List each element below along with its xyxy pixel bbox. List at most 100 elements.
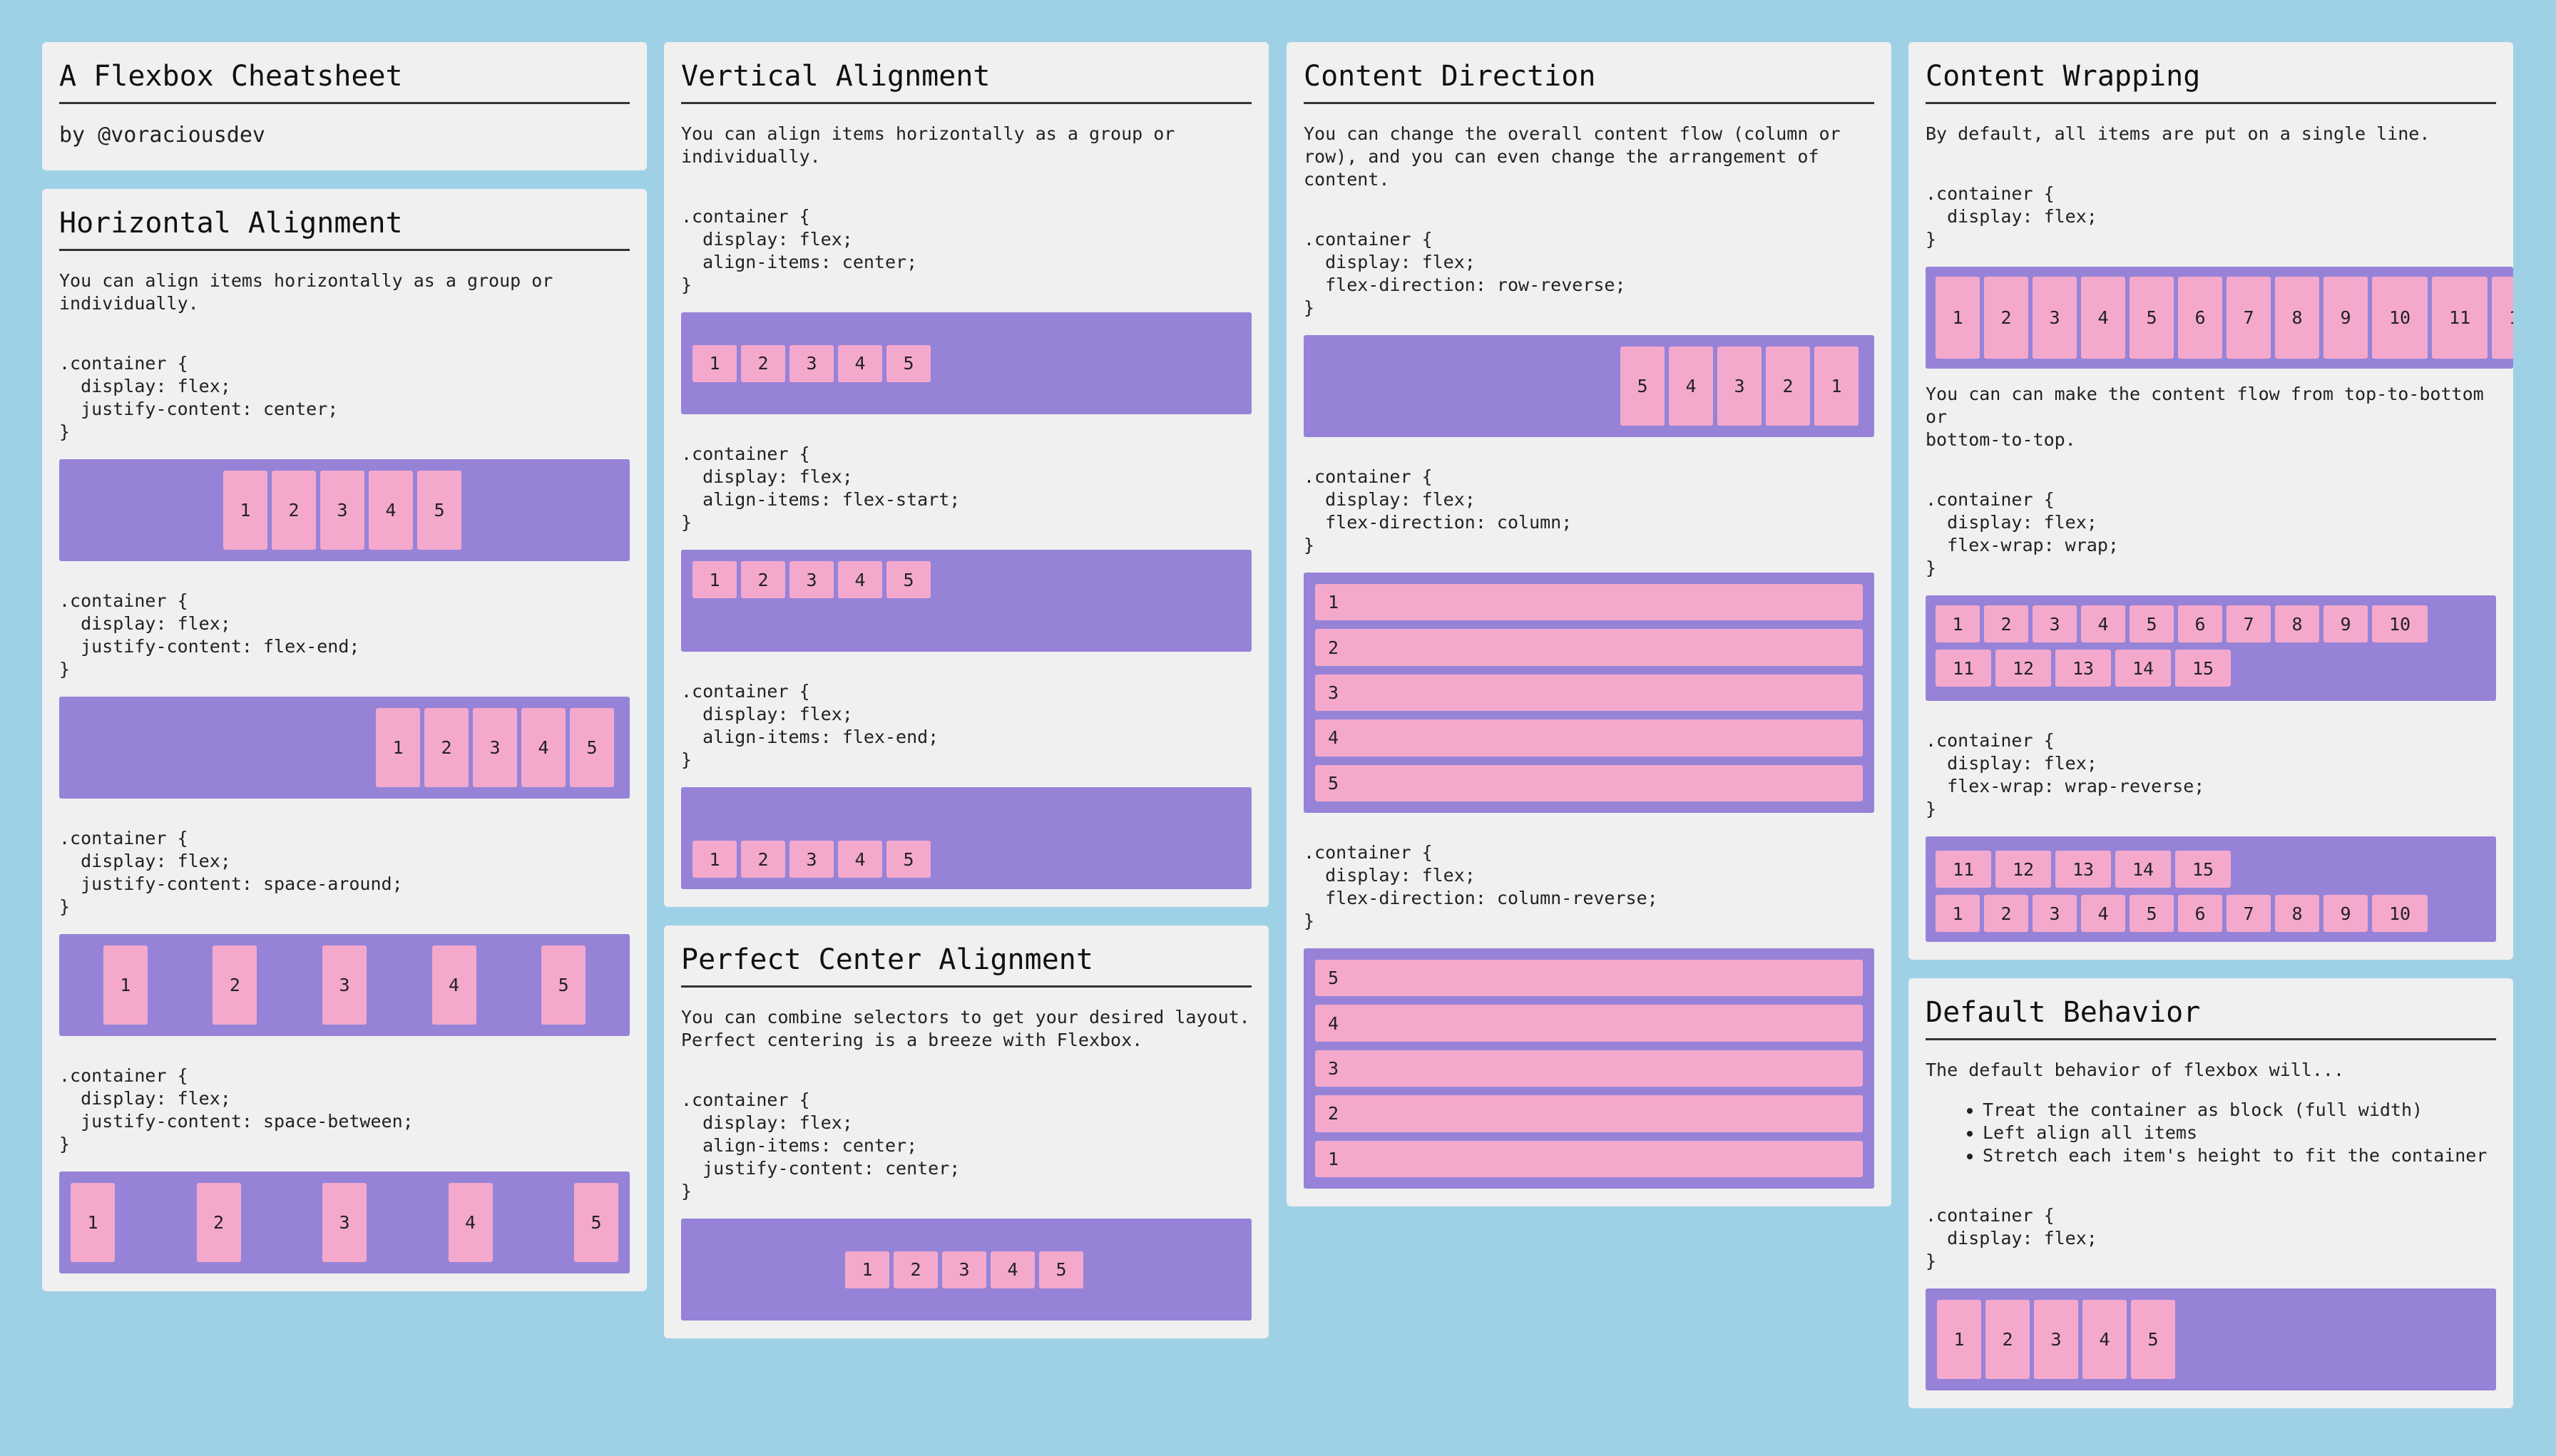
flex-item: 3 xyxy=(2033,895,2077,932)
flex-item: 15 xyxy=(2175,650,2231,687)
flex-item: 3 xyxy=(789,561,834,598)
section-description: You can change the overall content flow … xyxy=(1304,123,1841,190)
flex-item: 8 xyxy=(2275,277,2319,359)
code-block: .container { display: flex; flex-directi… xyxy=(1304,229,1626,318)
code-block: .container { display: flex; flex-wrap: w… xyxy=(1926,730,2205,819)
flex-item: 2 xyxy=(213,945,257,1025)
section-description: You can combine selectors to get your de… xyxy=(681,1007,1250,1050)
flex-item: 2 xyxy=(1984,895,2028,932)
flex-item: 6 xyxy=(2178,605,2222,642)
code-block: .container { display: flex; justify-cont… xyxy=(59,590,360,680)
flex-item: 11 xyxy=(1936,650,1991,687)
flex-item: 3 xyxy=(1315,1050,1863,1087)
flex-item: 7 xyxy=(2227,605,2271,642)
code-block: .container { display: flex; } xyxy=(1926,183,2097,250)
flex-item: 4 xyxy=(2081,605,2125,642)
flex-item: 3 xyxy=(320,471,364,550)
flex-item: 1 xyxy=(1936,895,1980,932)
flex-item: 12 xyxy=(2492,277,2513,359)
flex-item: 4 xyxy=(838,344,882,382)
flex-item: 1 xyxy=(845,1251,889,1288)
code-block: .container { display: flex; align-items:… xyxy=(681,681,939,770)
flex-item: 4 xyxy=(521,708,566,787)
section-title: Perfect Center Alignment xyxy=(681,943,1252,988)
section-description: You can align items horizontally as a gr… xyxy=(681,123,1175,167)
section-title: Horizontal Alignment xyxy=(59,206,630,251)
horizontal-alignment-card: Horizontal Alignment You can align items… xyxy=(42,189,647,1291)
section-title: Content Direction xyxy=(1304,59,1874,104)
flex-item: 5 xyxy=(417,471,461,550)
column-2: Vertical Alignment You can align items h… xyxy=(664,42,1269,1357)
code-block: .container { display: flex; } xyxy=(1926,1205,2097,1271)
bullet-item: Left align all items xyxy=(1983,1122,2496,1144)
flex-item: 3 xyxy=(2034,1300,2078,1379)
flex-item: 4 xyxy=(1669,347,1713,426)
section-description: By default, all items are put on a singl… xyxy=(1926,123,2430,144)
flex-item: 5 xyxy=(886,841,931,878)
flex-item: 5 xyxy=(574,1183,618,1262)
flex-item: 1 xyxy=(1814,347,1859,426)
page-title: A Flexbox Cheatsheet xyxy=(59,59,630,104)
section-description-2: You can can make the content flow from t… xyxy=(1926,384,2484,450)
flex-item: 1 xyxy=(103,945,148,1025)
bullet-item: Stretch each item's height to fit the co… xyxy=(1983,1144,2496,1167)
demo-column-reverse: 1 2 3 4 5 xyxy=(1304,948,1874,1189)
flex-item: 10 xyxy=(2372,895,2428,932)
flex-item: 4 xyxy=(2081,277,2125,359)
section-description: You can align items horizontally as a gr… xyxy=(59,270,553,314)
flex-item: 2 xyxy=(1766,347,1810,426)
default-behavior-card: Default Behavior The default behavior of… xyxy=(1908,978,2513,1408)
flex-item: 3 xyxy=(789,841,834,878)
flex-item: 1 xyxy=(223,471,267,550)
flex-item: 3 xyxy=(2033,277,2077,359)
demo-wrap-reverse: 1 2 3 4 5 6 7 8 9 10 11 12 13 14 15 xyxy=(1926,836,2496,942)
flex-item: 2 xyxy=(1315,629,1863,666)
flex-item: 6 xyxy=(2178,895,2222,932)
column-1: A Flexbox Cheatsheet by @voraciousdev Ho… xyxy=(42,42,647,1310)
title-card: A Flexbox Cheatsheet by @voraciousdev xyxy=(42,42,647,170)
flex-item: 4 xyxy=(838,841,882,878)
flex-item: 2 xyxy=(1985,1300,2030,1379)
flex-item: 5 xyxy=(1315,764,1863,802)
section-title: Content Wrapping xyxy=(1926,59,2496,104)
flex-item: 10 xyxy=(2372,277,2428,359)
flex-item: 13 xyxy=(2055,650,2111,687)
flex-item: 12 xyxy=(1995,851,2051,888)
flex-item: 3 xyxy=(789,344,834,382)
flex-item: 9 xyxy=(2324,605,2368,642)
flex-item: 1 xyxy=(692,561,737,598)
demo-justify-space-between: 1 2 3 4 5 xyxy=(59,1172,630,1273)
flex-item: 3 xyxy=(1315,674,1863,712)
flex-item: 5 xyxy=(1315,959,1863,997)
content-direction-card: Content Direction You can change the ove… xyxy=(1287,42,1891,1206)
flex-item: 5 xyxy=(886,344,931,382)
flex-item: 5 xyxy=(2130,605,2174,642)
flex-item: 3 xyxy=(1717,347,1762,426)
flex-item: 1 xyxy=(376,708,420,787)
flex-item: 2 xyxy=(424,708,469,787)
flex-item: 3 xyxy=(942,1251,986,1288)
flex-item: 5 xyxy=(1039,1251,1083,1288)
flex-item: 7 xyxy=(2227,895,2271,932)
demo-column: 1 2 3 4 5 xyxy=(1304,573,1874,813)
bullet-item: Treat the container as block (full width… xyxy=(1983,1099,2496,1122)
flex-item: 4 xyxy=(2081,895,2125,932)
section-title: Vertical Alignment xyxy=(681,59,1252,104)
flex-item: 1 xyxy=(1936,277,1980,359)
code-block: .container { display: flex; align-items:… xyxy=(681,444,961,533)
flex-item: 4 xyxy=(1315,1005,1863,1042)
flex-item: 1 xyxy=(1315,584,1863,621)
flex-item: 4 xyxy=(1315,719,1863,757)
content-wrapping-card: Content Wrapping By default, all items a… xyxy=(1908,42,2513,960)
code-block: .container { display: flex; justify-cont… xyxy=(59,1065,414,1154)
code-block: .container { display: flex; flex-directi… xyxy=(1304,842,1658,931)
flex-item: 1 xyxy=(1937,1300,1981,1379)
flex-item: 5 xyxy=(2130,277,2174,359)
vertical-alignment-card: Vertical Alignment You can align items h… xyxy=(664,42,1269,907)
code-block: .container { display: flex; align-items:… xyxy=(681,206,918,295)
